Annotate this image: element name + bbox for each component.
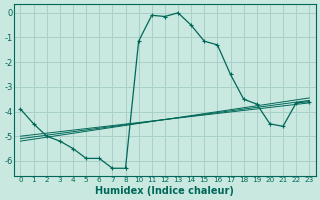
X-axis label: Humidex (Indice chaleur): Humidex (Indice chaleur) bbox=[95, 186, 234, 196]
